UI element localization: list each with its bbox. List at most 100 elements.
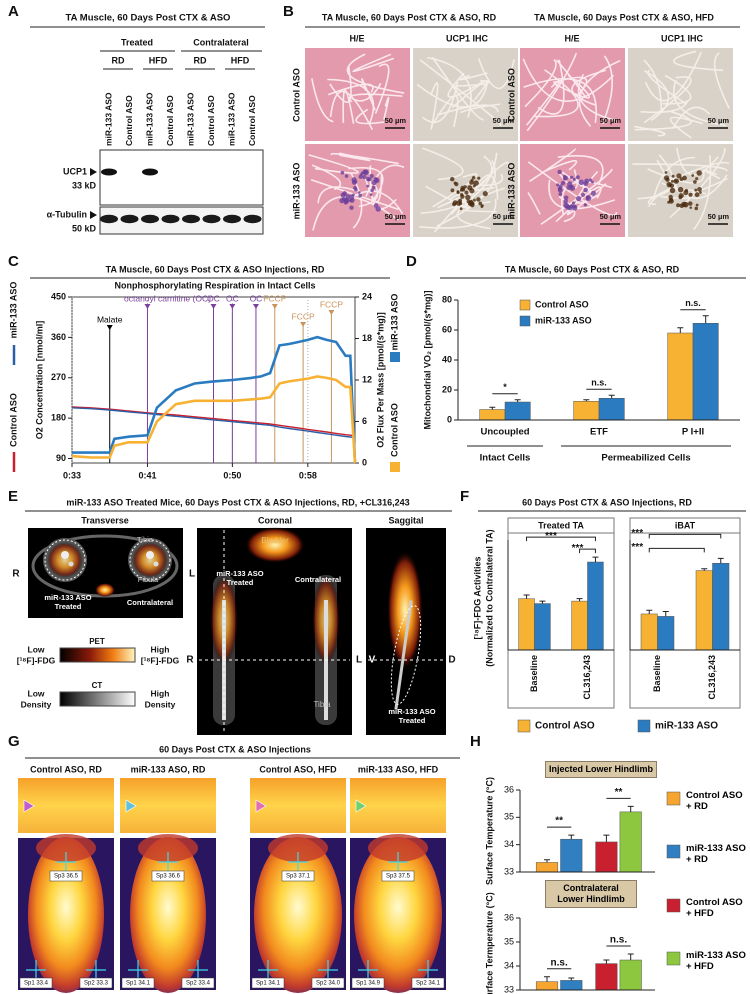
bar <box>535 981 559 991</box>
legend-label: miR-133 ASO <box>535 315 592 325</box>
spot-box <box>411 977 445 989</box>
group-label: Contralateral <box>193 37 249 47</box>
y-tick-label: 90 <box>56 453 66 463</box>
bar <box>619 811 642 873</box>
bar <box>695 570 713 651</box>
cell-border <box>602 55 613 125</box>
sig-label: *** <box>631 542 643 553</box>
stain <box>569 175 574 179</box>
stain <box>696 170 702 176</box>
legend-swatch <box>666 898 681 913</box>
legend-swatch <box>390 462 400 472</box>
x-tick-label: Uncoupled <box>480 427 529 438</box>
y-tick-label: 34 <box>504 960 514 970</box>
band <box>142 168 158 176</box>
stain <box>481 204 484 207</box>
sig-bracket <box>579 548 596 554</box>
bar <box>571 600 588 651</box>
row-label: UCP1 <box>63 166 87 176</box>
stain <box>694 188 698 192</box>
stain <box>674 179 678 183</box>
roi-label: Contralateral <box>295 575 341 584</box>
stain <box>458 198 463 203</box>
event-marker <box>106 325 113 330</box>
cell-border <box>311 164 341 191</box>
colorbar-label: Low <box>28 688 45 698</box>
roi-label: miR-133 ASO <box>216 569 263 578</box>
spot-box <box>281 870 315 882</box>
lane-label: Control ASO <box>165 95 175 146</box>
error-bar <box>576 598 583 602</box>
stain <box>473 180 479 186</box>
legend-swatch <box>390 352 400 362</box>
blot <box>99 149 264 206</box>
stain <box>679 177 684 182</box>
stain <box>567 205 573 211</box>
panel-letter: D <box>406 253 417 270</box>
roi <box>129 539 171 581</box>
error-bar <box>627 953 634 960</box>
thermal-body <box>28 837 104 993</box>
lane-label: Control ASO <box>206 95 216 146</box>
x-tick-label: CL316,243 <box>707 655 717 700</box>
sig-label: *** <box>545 531 557 542</box>
y-tick-label: 360 <box>51 332 66 342</box>
y-tick-label: 80 <box>442 294 452 304</box>
panel-title: TA Muscle, 60 Days Post CTX & ASO <box>66 13 231 24</box>
group-label: Treated <box>121 37 153 47</box>
stain <box>671 174 675 178</box>
cell-border <box>419 59 502 126</box>
stain <box>472 198 476 202</box>
event-label: OC <box>226 293 239 303</box>
stain <box>477 176 481 180</box>
y-tick-label: 35 <box>504 812 514 822</box>
cell-border <box>522 58 615 102</box>
colorbar-label: [¹⁸F]-FDG <box>17 655 56 665</box>
event-marker <box>328 310 335 315</box>
stain <box>691 174 695 177</box>
stain <box>682 201 689 208</box>
event-label: FCCP <box>263 293 286 303</box>
cell-border <box>640 99 689 114</box>
thermal-body <box>130 837 206 993</box>
stain <box>583 187 588 193</box>
roi-label: Treated <box>399 716 426 725</box>
cell-border <box>427 56 472 118</box>
scale-label: 50 µm <box>385 116 407 125</box>
sig-bracket <box>526 536 596 542</box>
y-tick-label: 180 <box>51 413 66 423</box>
scale-label: 50 µm <box>385 212 407 221</box>
legend-swatch <box>519 299 531 311</box>
cell-border <box>540 168 613 225</box>
stain <box>471 175 476 180</box>
column-label: miR-133 ASO, HFD <box>358 764 439 774</box>
stain <box>369 173 374 179</box>
cell-border <box>566 183 607 216</box>
event-marker <box>229 304 236 309</box>
y-tick-label: 0 <box>447 414 452 424</box>
legend-swatch <box>517 719 531 733</box>
lane-label: miR-133 ASO <box>226 92 236 146</box>
cell-border <box>437 104 499 116</box>
stain <box>482 191 488 197</box>
legend-label: Control ASO <box>389 403 399 457</box>
x-tick-label: P I+II <box>682 427 704 438</box>
panel-letter: G <box>8 733 20 750</box>
cell-border <box>647 186 675 205</box>
y-tick-label: 36 <box>504 912 514 922</box>
stain <box>450 188 455 193</box>
stain <box>682 175 687 181</box>
sig-bracket <box>648 533 722 539</box>
colorbar-label: Low <box>28 644 45 654</box>
stain <box>478 201 483 206</box>
sig-label: n.s. <box>591 378 607 388</box>
stain <box>676 173 682 179</box>
cell-border <box>431 56 484 121</box>
stain <box>467 201 472 206</box>
y-tick-label: 33 <box>504 866 514 876</box>
cell-border <box>459 72 488 81</box>
stain <box>373 203 379 208</box>
stain <box>471 202 475 206</box>
error-bar <box>539 600 546 604</box>
